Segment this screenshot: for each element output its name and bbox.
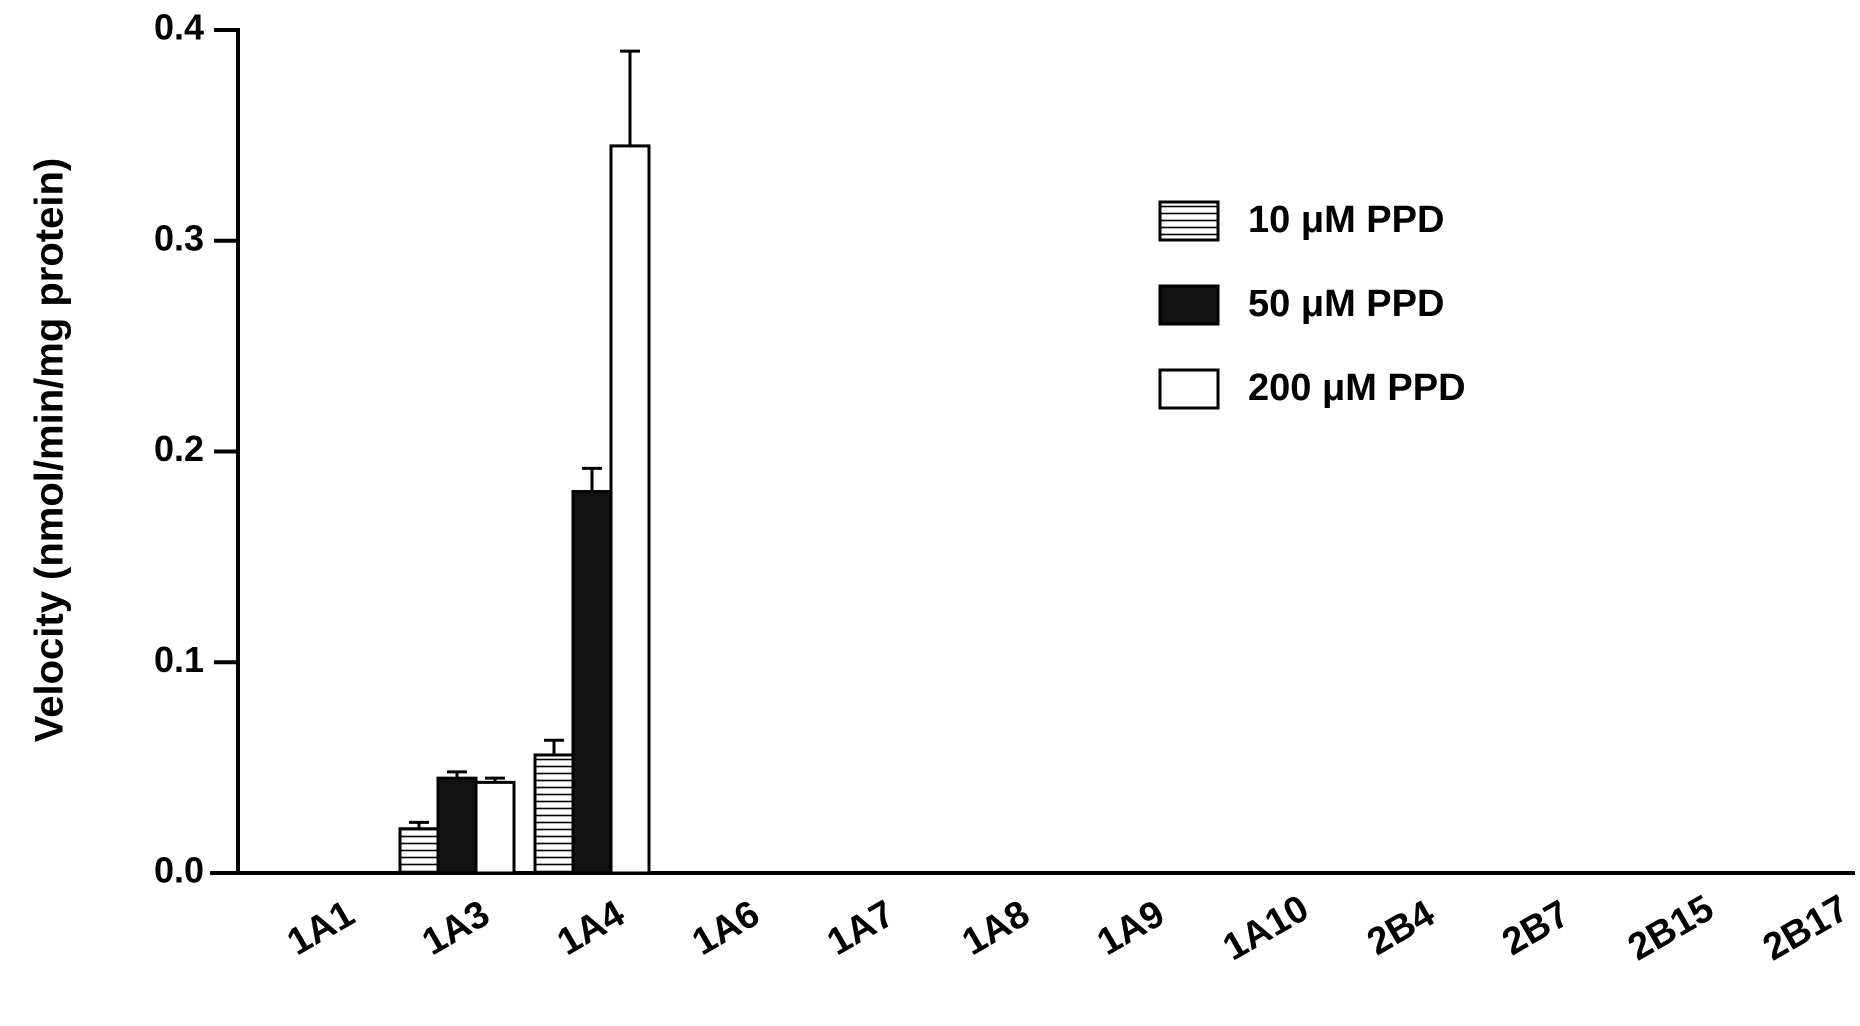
legend-label: 50 μM PPD [1248, 283, 1444, 325]
y-axis-label: Velocity (nmol/min/mg protein) [28, 158, 72, 743]
x-tick-label: 1A6 [685, 893, 766, 964]
legend: 10 μM PPD 50 μM PPD 200 μM PPD [1158, 199, 1466, 410]
y-axis: 0.0 0.1 0.2 0.3 0.4 [154, 7, 240, 891]
x-tick-label: 2B7 [1495, 893, 1576, 964]
x-tick-label: 1A8 [955, 893, 1036, 964]
x-tick-label: 1A4 [550, 893, 631, 964]
x-tick-label: 1A1 [280, 893, 361, 964]
x-tick-label: 1A10 [1216, 887, 1316, 969]
y-tick-label: 0.3 [154, 217, 204, 258]
legend-label: 200 μM PPD [1248, 367, 1466, 409]
x-tick-label: 2B4 [1360, 893, 1441, 964]
bars [398, 49, 651, 875]
y-tick-label: 0.0 [154, 850, 204, 891]
legend-swatch [1158, 284, 1220, 326]
bar [609, 144, 651, 875]
x-tick-label: 1A9 [1090, 893, 1171, 964]
y-tick-label: 0.1 [154, 639, 204, 680]
x-tick-label: 2B15 [1621, 887, 1721, 969]
x-tick-label: 2B17 [1756, 887, 1856, 969]
y-tick-label: 0.2 [154, 428, 204, 469]
legend-swatch [1158, 368, 1220, 410]
legend-label: 10 μM PPD [1248, 199, 1444, 241]
bar [436, 776, 478, 875]
bar [571, 490, 613, 875]
bar [533, 753, 575, 875]
y-tick-label: 0.4 [154, 7, 204, 48]
bar [474, 780, 516, 875]
x-axis: 1A1 1A3 1A4 1A6 1A7 1A8 1A9 1A10 2B4 2B7 2B15 2B17 [210, 871, 1856, 969]
legend-swatch [1158, 200, 1220, 242]
x-tick-label: 1A3 [415, 893, 496, 964]
x-tick-label: 1A7 [820, 893, 901, 964]
bar [398, 827, 440, 875]
